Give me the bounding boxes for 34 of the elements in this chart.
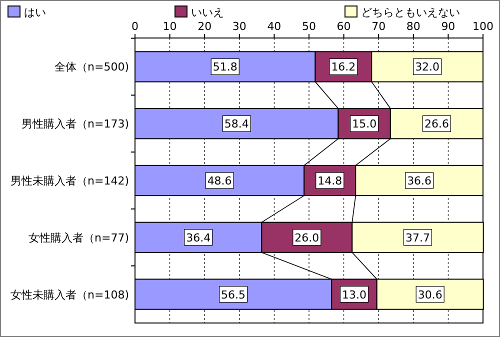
data-label: 48.6 [207, 174, 232, 188]
y-tick-label: 男性購入者（n=173) [22, 118, 129, 131]
x-tick-label: 30 [232, 20, 246, 33]
data-label: 26.6 [424, 118, 449, 131]
data-label: 58.4 [224, 118, 249, 131]
x-tick-label: 60 [336, 20, 351, 33]
x-tick-label: 40 [267, 20, 282, 33]
y-tick-label: 女性未購入者（n=108) [10, 288, 129, 302]
x-tick-label: 80 [406, 20, 420, 33]
data-label: 36.6 [407, 174, 432, 188]
x-tick-label: 0 [132, 20, 138, 33]
x-tick-label: 70 [372, 20, 386, 33]
x-tick-label: 100 [472, 20, 494, 33]
y-tick-label: 全体（n=500) [54, 60, 129, 74]
y-tick-label: 男性未購入者（n=142) [10, 174, 129, 188]
x-tick-label: 90 [441, 20, 456, 33]
data-label: 56.5 [221, 288, 246, 302]
x-tick-label: 20 [198, 20, 212, 33]
data-label: 30.6 [418, 288, 442, 302]
x-tick-label: 10 [162, 20, 177, 33]
legend-label: はい [24, 6, 46, 19]
data-label: 36.4 [186, 231, 211, 244]
data-label: 51.8 [212, 60, 238, 74]
data-label: 16.2 [331, 60, 356, 74]
legend-label: どちらともいえない [361, 6, 460, 19]
data-label: 13.0 [342, 288, 366, 302]
data-label: 14.8 [318, 174, 342, 188]
x-tick-label: 50 [302, 20, 316, 33]
data-label: 15.0 [352, 118, 377, 131]
data-label: 26.0 [294, 231, 320, 244]
legend-label: いいえ [191, 6, 224, 19]
y-tick-label: 女性購入者（n=77) [28, 231, 129, 244]
data-label: 32.0 [415, 60, 440, 74]
data-label: 37.7 [406, 231, 430, 244]
